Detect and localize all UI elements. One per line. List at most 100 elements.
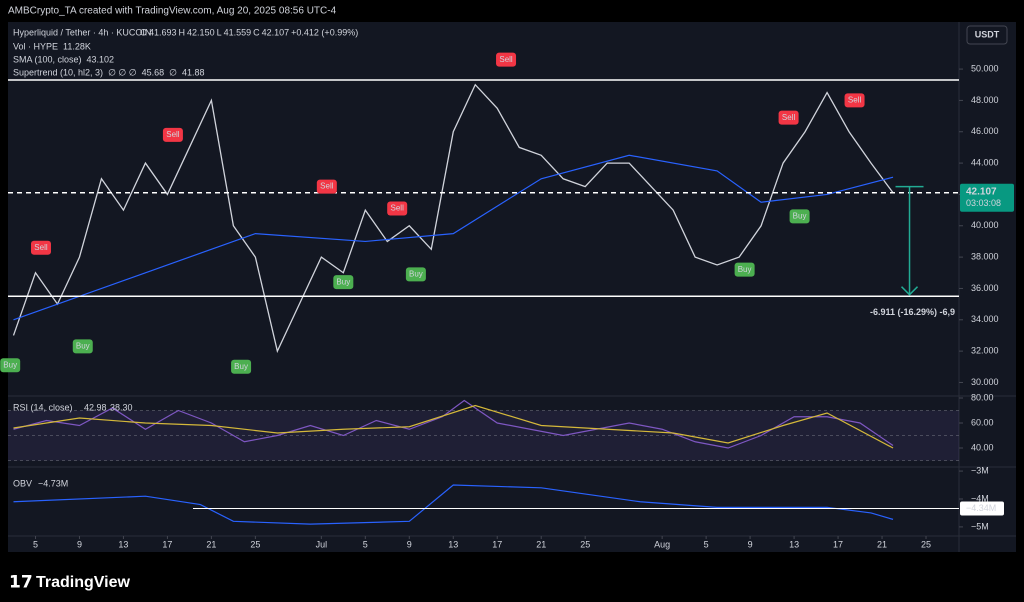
x-tick-label: 9 — [77, 539, 82, 549]
x-tick-label: 17 — [492, 539, 502, 549]
ohlc-item: 41.559 — [224, 27, 252, 37]
x-tick-label: Jul — [316, 539, 328, 549]
sell-marker — [162, 127, 183, 142]
ohlc-item: C — [253, 27, 260, 37]
series-line — [13, 484, 894, 525]
sell-marker — [387, 201, 408, 216]
y-tick-label: 60.00 — [971, 417, 994, 427]
signal-label: Buy — [76, 342, 90, 351]
signal-label: Buy — [738, 265, 752, 274]
price-label: 42.107 — [966, 186, 997, 197]
buy-marker — [231, 359, 252, 374]
x-tick-label: 17 — [833, 539, 843, 549]
legend-item: Vol · HYPE — [13, 41, 58, 51]
y-tick-label: 34.000 — [971, 314, 999, 324]
legend-item: Supertrend (10, hl2, 3) — [13, 67, 103, 77]
legend-item: 41.88 — [182, 67, 205, 77]
buy-marker — [405, 267, 426, 282]
signal-label: Sell — [320, 182, 334, 191]
signal-label: Sell — [166, 130, 180, 139]
buy-marker — [789, 209, 810, 224]
y-tick-label: 30.000 — [971, 377, 999, 387]
y-tick-label: −3M — [971, 465, 989, 475]
x-tick-label: 17 — [162, 539, 172, 549]
y-tick-label: −4M — [971, 493, 989, 503]
sell-marker — [778, 110, 799, 125]
x-tick-label: Aug — [654, 539, 670, 549]
x-tick-label: 5 — [704, 539, 709, 549]
countdown: 03:03:08 — [966, 198, 1001, 208]
legend-item: ∅ — [169, 67, 177, 77]
brand-logo: 𝟭𝟳 — [9, 572, 33, 591]
x-tick-label: 25 — [921, 539, 931, 549]
y-tick-label: 46.000 — [971, 126, 999, 136]
y-tick-label: 44.000 — [971, 157, 999, 167]
x-tick-label: 9 — [748, 539, 753, 549]
signal-label: Buy — [3, 360, 17, 369]
obv-value: −4.73M — [38, 478, 68, 488]
measure-label: -6.911 (-16.29%) -6,9 — [870, 307, 955, 317]
signal-label: Buy — [793, 211, 807, 220]
buy-marker — [333, 275, 354, 290]
rsi-ma-value: 38.30 — [110, 402, 133, 412]
ohlc-item: 41.693 — [149, 27, 177, 37]
y-tick-label: 38.000 — [971, 251, 999, 261]
y-tick-label: 32.000 — [971, 346, 999, 356]
x-tick-label: 5 — [363, 539, 368, 549]
pane-title: RSI (14, close) — [13, 402, 73, 412]
legend-item: 45.68 — [142, 67, 165, 77]
x-tick-label: 25 — [250, 539, 260, 549]
sell-marker — [316, 179, 337, 194]
sell-marker — [844, 93, 865, 108]
y-tick-label: −5M — [971, 521, 989, 531]
signal-label: Buy — [336, 277, 350, 286]
series-line — [13, 399, 894, 449]
series-line — [13, 404, 894, 449]
credit: AMBCrypto_TA created with TradingView.co… — [8, 6, 337, 17]
y-tick-label: 40.00 — [971, 442, 994, 452]
legend-item: ∅ ∅ ∅ — [108, 67, 137, 77]
brand: TradingView — [36, 574, 131, 591]
y-tick-label: 50.000 — [971, 63, 999, 73]
obv-label-box — [960, 501, 1004, 516]
symbol: Hyperliquid / Tether · 4h · KUCOIN — [13, 27, 151, 37]
series-line — [12, 83, 894, 354]
buy-marker — [0, 358, 21, 373]
ohlc-item: +0.412 (+0.99%) — [291, 27, 358, 37]
y-tick-label: 40.000 — [971, 220, 999, 230]
y-tick-label: 48.000 — [971, 95, 999, 105]
ohlc-item: 42.107 — [262, 27, 290, 37]
ohlc-item: O — [140, 27, 147, 37]
ohlc-item: H — [179, 27, 186, 37]
signal-label: Sell — [34, 243, 48, 252]
legend-item: 43.102 — [87, 54, 115, 64]
x-tick-label: 9 — [407, 539, 412, 549]
x-tick-label: 21 — [206, 539, 216, 549]
signal-label: Sell — [391, 204, 405, 213]
chart-area — [8, 22, 1016, 552]
signal-label: Buy — [409, 269, 423, 278]
rsi-value: 42.98 — [84, 402, 107, 412]
y-tick-label: 36.000 — [971, 283, 999, 293]
obv-level-label: −4.34M — [966, 503, 996, 513]
signal-label: Sell — [848, 96, 862, 105]
measure-head — [900, 286, 919, 296]
x-tick-label: 25 — [580, 539, 590, 549]
legend-item: 11.28K — [63, 41, 91, 51]
signal-label: Buy — [234, 362, 248, 371]
currency: USDT — [975, 29, 1000, 39]
x-tick-label: 13 — [789, 539, 799, 549]
price-label-box — [960, 183, 1014, 212]
ohlc-item: L — [217, 27, 222, 37]
x-tick-label: 5 — [33, 539, 38, 549]
series-line — [13, 154, 894, 321]
buy-marker — [72, 339, 93, 354]
sell-marker — [496, 52, 517, 67]
signal-label: Sell — [499, 55, 513, 64]
buy-marker — [734, 262, 755, 277]
x-tick-label: 13 — [448, 539, 458, 549]
signal-label: Sell — [782, 113, 796, 122]
x-tick-label: 21 — [877, 539, 887, 549]
